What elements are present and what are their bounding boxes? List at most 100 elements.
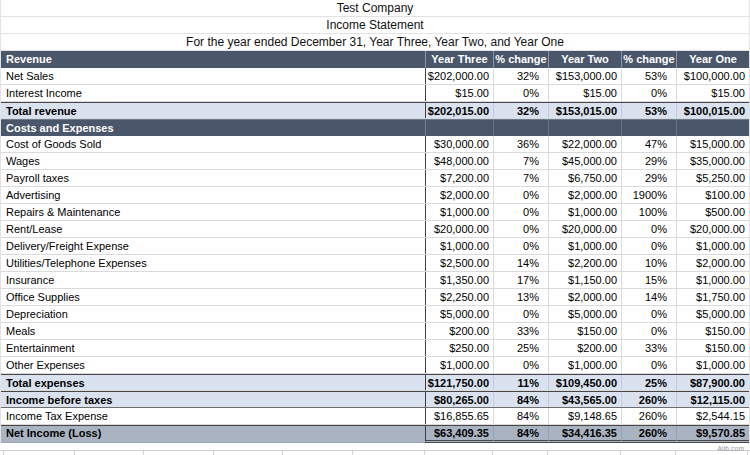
amount-cell[interactable]: $1,000.00 xyxy=(548,357,621,373)
amount-cell[interactable]: $109,450.00 xyxy=(548,375,621,390)
row-label[interactable]: Income before taxes xyxy=(1,392,425,407)
pct-change-cell[interactable] xyxy=(493,120,548,136)
amount-cell[interactable] xyxy=(676,120,749,136)
pct-change-cell[interactable]: 260% xyxy=(621,426,676,443)
amount-cell[interactable]: $20,000.00 xyxy=(676,221,749,237)
row-label[interactable]: Payroll taxes xyxy=(1,170,425,186)
pct-change-cell[interactable]: 260% xyxy=(621,392,676,407)
amount-cell[interactable]: $2,000.00 xyxy=(548,187,621,203)
row-label[interactable]: Repairs & Maintenance xyxy=(1,204,425,220)
row-label[interactable]: Advertising xyxy=(1,187,425,203)
pct-change-cell[interactable]: 0% xyxy=(621,238,676,254)
pct-change-cell[interactable]: 7% xyxy=(493,170,548,186)
pct-change-cell[interactable]: 0% xyxy=(493,306,548,322)
column-header-year-one[interactable]: Year One xyxy=(676,51,749,68)
amount-cell[interactable]: $121,750.00 xyxy=(425,375,493,390)
row-label[interactable]: Utilities/Telephone Expenses xyxy=(1,255,425,271)
amount-cell[interactable]: $63,409.35 xyxy=(425,426,493,443)
amount-cell[interactable]: $100.00 xyxy=(676,187,749,203)
pct-change-cell[interactable]: 0% xyxy=(493,238,548,254)
amount-cell[interactable]: $22,000.00 xyxy=(548,136,621,152)
pct-change-cell[interactable]: 100% xyxy=(621,204,676,220)
amount-cell[interactable]: $150.00 xyxy=(548,323,621,339)
amount-cell[interactable]: $5,000.00 xyxy=(548,306,621,322)
pct-change-cell[interactable]: 14% xyxy=(493,255,548,271)
amount-cell[interactable]: $2,250.00 xyxy=(425,289,493,305)
amount-cell[interactable]: $153,000.00 xyxy=(548,68,621,84)
amount-cell[interactable]: $15.00 xyxy=(425,85,493,101)
pct-change-cell[interactable]: 11% xyxy=(493,375,548,390)
pct-change-cell[interactable]: 15% xyxy=(621,272,676,288)
pct-change-cell[interactable]: 17% xyxy=(493,272,548,288)
column-header-year-three[interactable]: Year Three xyxy=(425,51,493,68)
row-label[interactable]: Insurance xyxy=(1,272,425,288)
pct-change-cell[interactable]: 14% xyxy=(621,289,676,305)
row-label[interactable]: Office Supplies xyxy=(1,289,425,305)
amount-cell[interactable]: $15.00 xyxy=(548,85,621,101)
amount-cell[interactable]: $250.00 xyxy=(425,340,493,356)
pct-change-cell[interactable]: 0% xyxy=(621,357,676,373)
amount-cell[interactable]: $5,000.00 xyxy=(425,306,493,322)
row-label[interactable]: Wages xyxy=(1,153,425,169)
amount-cell[interactable]: $15,000.00 xyxy=(676,136,749,152)
amount-cell[interactable]: $9,148.65 xyxy=(548,408,621,424)
amount-cell[interactable]: $202,000.00 xyxy=(425,68,493,84)
amount-cell[interactable]: $1,000.00 xyxy=(425,357,493,373)
amount-cell[interactable] xyxy=(425,120,493,136)
pct-change-cell[interactable]: 0% xyxy=(493,204,548,220)
amount-cell[interactable]: $87,900.00 xyxy=(676,375,749,390)
pct-change-cell[interactable]: 0% xyxy=(493,187,548,203)
amount-cell[interactable]: $2,500.00 xyxy=(425,255,493,271)
amount-cell[interactable]: $200.00 xyxy=(425,323,493,339)
amount-cell[interactable]: $1,000.00 xyxy=(676,357,749,373)
pct-change-cell[interactable]: 25% xyxy=(493,340,548,356)
amount-cell[interactable]: $2,544.15 xyxy=(676,408,749,424)
amount-cell[interactable]: $1,350.00 xyxy=(425,272,493,288)
amount-cell[interactable]: $48,000.00 xyxy=(425,153,493,169)
amount-cell[interactable]: $12,115.00 xyxy=(676,392,749,407)
pct-change-cell[interactable]: 0% xyxy=(493,221,548,237)
row-label[interactable]: Entertainment xyxy=(1,340,425,356)
company-title-cell[interactable]: Test Company xyxy=(0,0,750,17)
amount-cell[interactable]: $200.00 xyxy=(548,340,621,356)
column-header-year-two[interactable]: Year Two xyxy=(548,51,621,68)
amount-cell[interactable]: $100,015.00 xyxy=(676,103,749,118)
amount-cell[interactable]: $20,000.00 xyxy=(548,221,621,237)
pct-change-cell[interactable]: 7% xyxy=(493,153,548,169)
amount-cell[interactable]: $20,000.00 xyxy=(425,221,493,237)
amount-cell[interactable]: $9,570.85 xyxy=(676,426,749,443)
pct-change-cell[interactable]: 84% xyxy=(493,392,548,407)
row-label[interactable]: Total expenses xyxy=(1,375,425,390)
amount-cell[interactable]: $2,200.00 xyxy=(548,255,621,271)
pct-change-cell[interactable]: 29% xyxy=(621,153,676,169)
pct-change-cell[interactable] xyxy=(621,120,676,136)
pct-change-cell[interactable]: 0% xyxy=(621,85,676,101)
amount-cell[interactable]: $500.00 xyxy=(676,204,749,220)
row-label[interactable]: Costs and Expenses xyxy=(1,120,425,136)
amount-cell[interactable]: $5,250.00 xyxy=(676,170,749,186)
pct-change-cell[interactable]: 13% xyxy=(493,289,548,305)
amount-cell[interactable]: $7,200.00 xyxy=(425,170,493,186)
column-header-pct-change-2[interactable]: % change xyxy=(621,51,676,68)
amount-cell[interactable]: $1,150.00 xyxy=(548,272,621,288)
amount-cell[interactable]: $1,000.00 xyxy=(548,204,621,220)
amount-cell[interactable]: $80,265.00 xyxy=(425,392,493,407)
amount-cell[interactable]: $1,000.00 xyxy=(676,272,749,288)
amount-cell[interactable]: $1,000.00 xyxy=(676,238,749,254)
amount-cell[interactable]: $202,015.00 xyxy=(425,103,493,118)
row-label[interactable]: Cost of Goods Sold xyxy=(1,136,425,152)
amount-cell[interactable]: $45,000.00 xyxy=(548,153,621,169)
pct-change-cell[interactable]: 36% xyxy=(493,136,548,152)
pct-change-cell[interactable]: 32% xyxy=(493,103,548,118)
amount-cell[interactable]: $16,855.65 xyxy=(425,408,493,424)
pct-change-cell[interactable]: 0% xyxy=(621,323,676,339)
pct-change-cell[interactable]: 84% xyxy=(493,426,548,443)
amount-cell[interactable]: $35,000.00 xyxy=(676,153,749,169)
pct-change-cell[interactable]: 53% xyxy=(621,103,676,118)
pct-change-cell[interactable]: 33% xyxy=(621,340,676,356)
pct-change-cell[interactable]: 0% xyxy=(493,357,548,373)
amount-cell[interactable]: $1,000.00 xyxy=(548,238,621,254)
column-header-revenue[interactable]: Revenue xyxy=(1,51,425,68)
amount-cell[interactable]: $2,000.00 xyxy=(548,289,621,305)
amount-cell[interactable]: $6,750.00 xyxy=(548,170,621,186)
